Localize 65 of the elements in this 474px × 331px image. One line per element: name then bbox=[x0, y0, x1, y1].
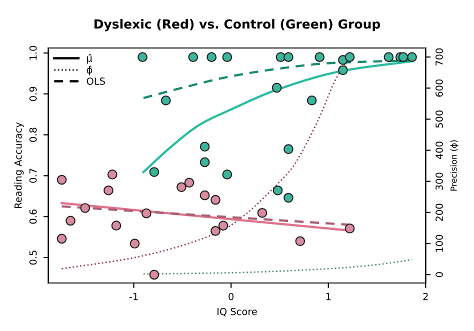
point bbox=[210, 226, 220, 236]
x-tick-label: 0 bbox=[228, 292, 234, 300]
point bbox=[284, 52, 294, 62]
y2-tick-label: 600 bbox=[436, 79, 443, 97]
point bbox=[398, 52, 408, 62]
x-tick-label: -1 bbox=[129, 293, 138, 300]
y2-tick-label: 0 bbox=[436, 272, 443, 278]
point bbox=[130, 238, 140, 249]
point bbox=[407, 52, 417, 62]
point bbox=[338, 65, 348, 76]
point bbox=[384, 52, 394, 62]
point bbox=[56, 234, 67, 244]
point bbox=[56, 174, 67, 185]
y2-tick-label: 100 bbox=[436, 234, 443, 252]
y2-tick-label: 700 bbox=[436, 48, 443, 66]
point bbox=[295, 236, 306, 246]
y2-tick-label: 300 bbox=[436, 172, 443, 190]
y-tick-label: 0.7 bbox=[29, 168, 37, 183]
y-axis-title: Reading Accuracy bbox=[14, 122, 24, 208]
point bbox=[176, 182, 186, 192]
point bbox=[344, 224, 355, 234]
point bbox=[272, 185, 283, 196]
point bbox=[272, 82, 282, 93]
point bbox=[210, 194, 220, 205]
point bbox=[344, 52, 355, 62]
annotation: OLS bbox=[86, 77, 105, 85]
point bbox=[200, 142, 210, 152]
y2-axis-title: Precision (ϕ) bbox=[450, 140, 458, 191]
point bbox=[257, 208, 268, 218]
point bbox=[149, 167, 160, 177]
point bbox=[284, 192, 294, 203]
point bbox=[222, 52, 232, 62]
annotation: μ̂ bbox=[87, 54, 92, 64]
x-axis-title: IQ Score bbox=[218, 308, 257, 316]
point bbox=[66, 216, 76, 226]
point bbox=[206, 52, 217, 62]
point bbox=[80, 203, 90, 213]
point bbox=[200, 190, 210, 200]
point bbox=[314, 52, 325, 62]
chart-title: Dyslexic (Red) vs. Control (Green) Group bbox=[94, 19, 380, 32]
point bbox=[306, 95, 317, 106]
y2-tick-label: 500 bbox=[436, 110, 443, 128]
y-tick-label: 1.0 bbox=[29, 46, 37, 60]
y-tick-label: 0.6 bbox=[29, 209, 37, 224]
point bbox=[107, 170, 118, 180]
annotation: ϕ̂ bbox=[86, 66, 92, 76]
point bbox=[188, 52, 198, 62]
x-tick-label: 1 bbox=[326, 293, 331, 300]
point bbox=[149, 270, 160, 280]
y-tick-label: 0.9 bbox=[29, 86, 37, 101]
point bbox=[141, 208, 152, 218]
point bbox=[104, 185, 114, 196]
point bbox=[111, 220, 122, 231]
y-tick-label: 0.8 bbox=[29, 128, 37, 142]
point bbox=[284, 144, 294, 154]
y2-tick-label: 400 bbox=[436, 142, 443, 160]
point bbox=[160, 95, 171, 106]
x-tick-label: 2 bbox=[423, 292, 428, 300]
point bbox=[184, 178, 194, 188]
point bbox=[218, 220, 228, 231]
point bbox=[138, 52, 148, 62]
y2-tick-label: 200 bbox=[436, 204, 443, 222]
point bbox=[200, 157, 210, 168]
point bbox=[222, 170, 232, 180]
y-tick-label: 0.5 bbox=[29, 250, 37, 265]
